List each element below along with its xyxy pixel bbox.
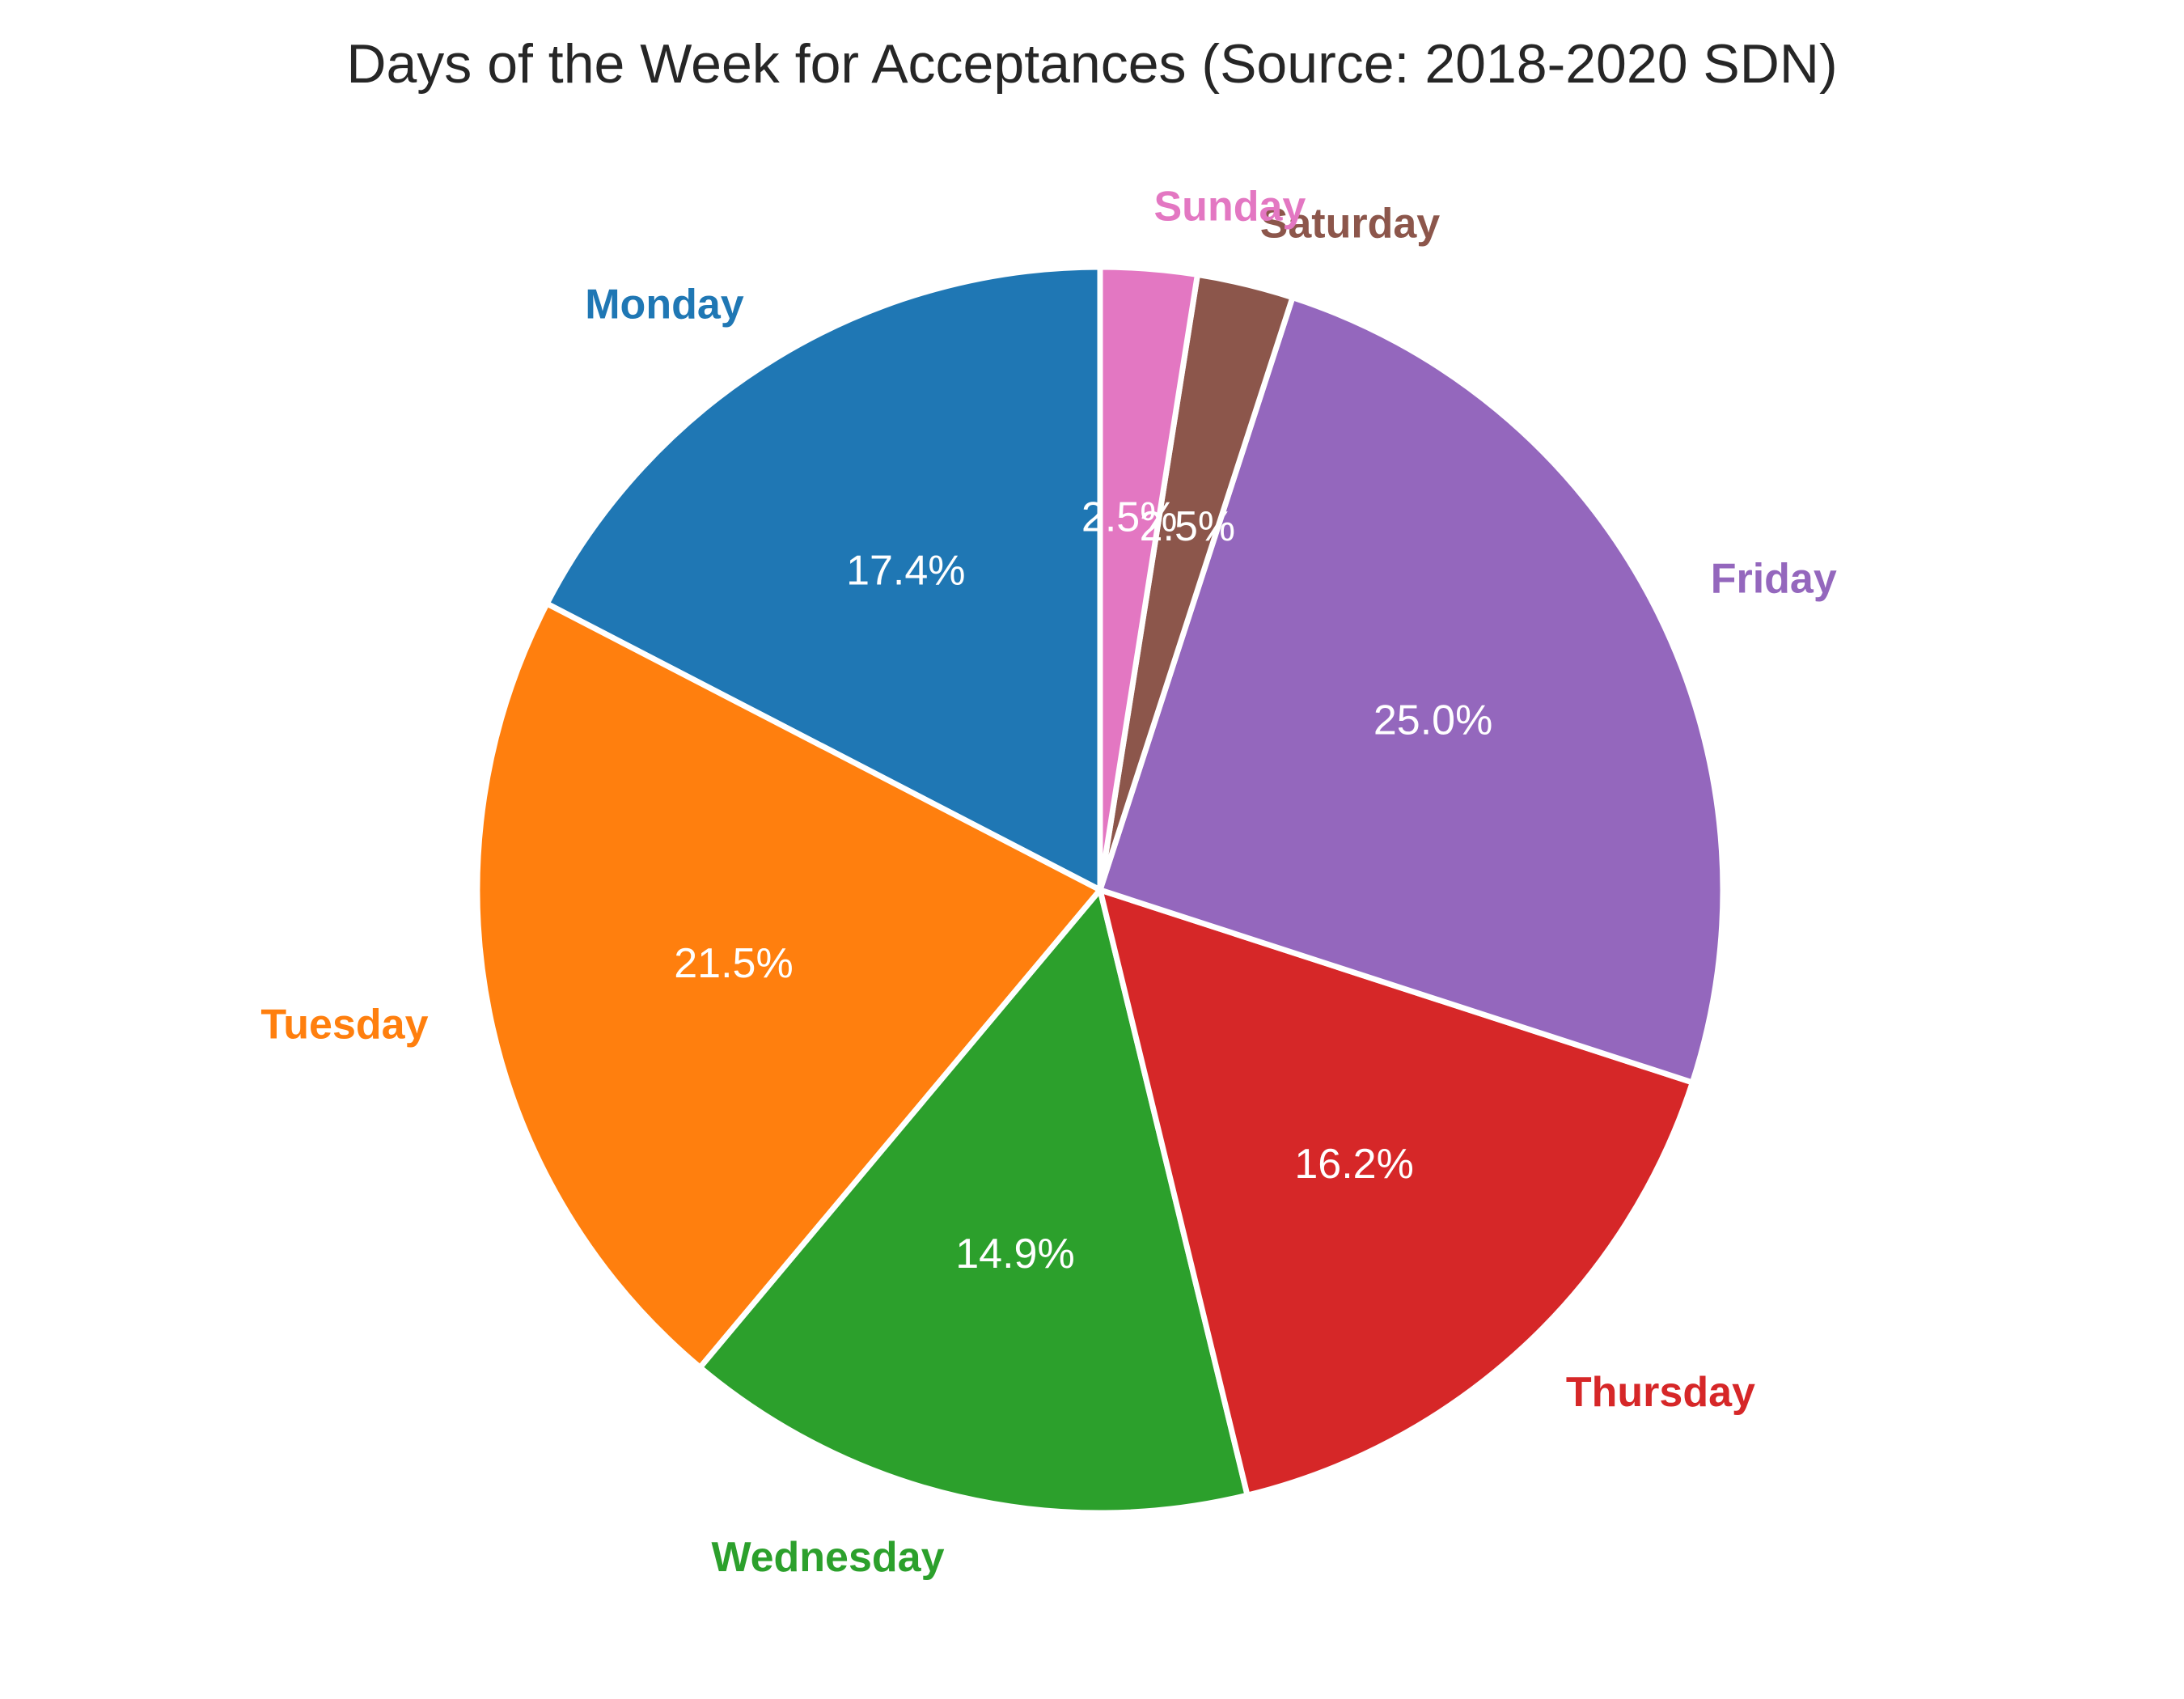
slice-percentage-tuesday: 21.5% xyxy=(674,940,793,987)
pie-slice-thursday xyxy=(1097,887,1695,1498)
slice-label-sunday: Sunday xyxy=(1154,184,1306,231)
pie-slice-sunday xyxy=(1097,264,1200,893)
slice-percentage-saturday: 2.5% xyxy=(1140,503,1236,550)
pie-slices xyxy=(474,264,1726,1516)
slice-percentage-friday: 25.0% xyxy=(1373,697,1492,744)
slice-label-monday: Monday xyxy=(585,281,744,328)
pie-slice-tuesday xyxy=(474,600,1103,1371)
slice-label-friday: Friday xyxy=(1711,556,1837,603)
slice-label-tuesday: Tuesday xyxy=(260,1002,428,1049)
slice-percentage-sunday: 2.5% xyxy=(1081,494,1178,540)
slice-labels: Monday Tuesday Wednesday Thursday Friday Satu… xyxy=(260,184,1836,1581)
pie-slice-monday xyxy=(544,264,1103,893)
slice-percentage-thursday: 16.2% xyxy=(1294,1141,1413,1188)
pie-slice-friday xyxy=(1097,294,1726,1086)
slice-percentages: 17.4% 21.5% 14.9% 16.2% 25.0% 2.5%2.5% xyxy=(674,494,1492,1277)
slice-label-saturday: Saturday xyxy=(1260,200,1441,247)
chart-title: Days of the Week for Acceptances (Source… xyxy=(346,33,1837,95)
slice-percentage-monday: 17.4% xyxy=(846,547,965,594)
slice-label-wednesday: Wednesday xyxy=(711,1534,944,1581)
slice-percentage-wednesday: 14.9% xyxy=(955,1231,1074,1277)
pie-slice-wednesday xyxy=(696,887,1251,1516)
slice-label-thursday: Thursday xyxy=(1566,1369,1755,1416)
